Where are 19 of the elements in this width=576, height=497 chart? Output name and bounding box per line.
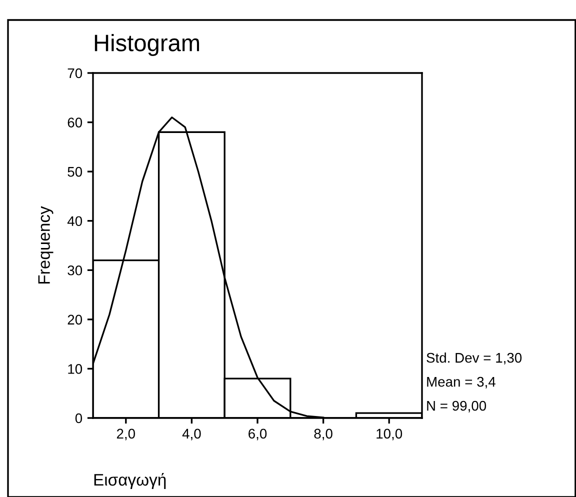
y-tick-label: 70 bbox=[68, 68, 82, 78]
y-tick-label: 10 bbox=[68, 364, 82, 374]
x-tick-label: 6,0 bbox=[248, 428, 267, 440]
y-tick-label: 30 bbox=[68, 265, 82, 276]
y-tick-label: 60 bbox=[68, 118, 82, 128]
y-tick-label: 20 bbox=[68, 314, 82, 325]
x-tick-label: 2,0 bbox=[116, 428, 136, 440]
y-tick-label: 50 bbox=[68, 166, 82, 177]
y-axis-title: Frequency bbox=[38, 206, 54, 284]
x-axis-title: Εισαγωγή bbox=[94, 472, 166, 489]
text: Mean = 3,4 bbox=[427, 376, 496, 388]
text: Std. Dev = 1,30 bbox=[426, 352, 522, 364]
x-tick-label: 8,0 bbox=[314, 428, 332, 440]
y-tick-label: 0 bbox=[75, 413, 82, 424]
chart-title: Histogram bbox=[94, 34, 200, 56]
x-tick-label: 10,0 bbox=[376, 428, 402, 440]
y-tick-label: 40 bbox=[67, 216, 82, 226]
x-tick-label: 4,0 bbox=[182, 428, 201, 440]
text: N = 99,00 bbox=[427, 400, 486, 412]
